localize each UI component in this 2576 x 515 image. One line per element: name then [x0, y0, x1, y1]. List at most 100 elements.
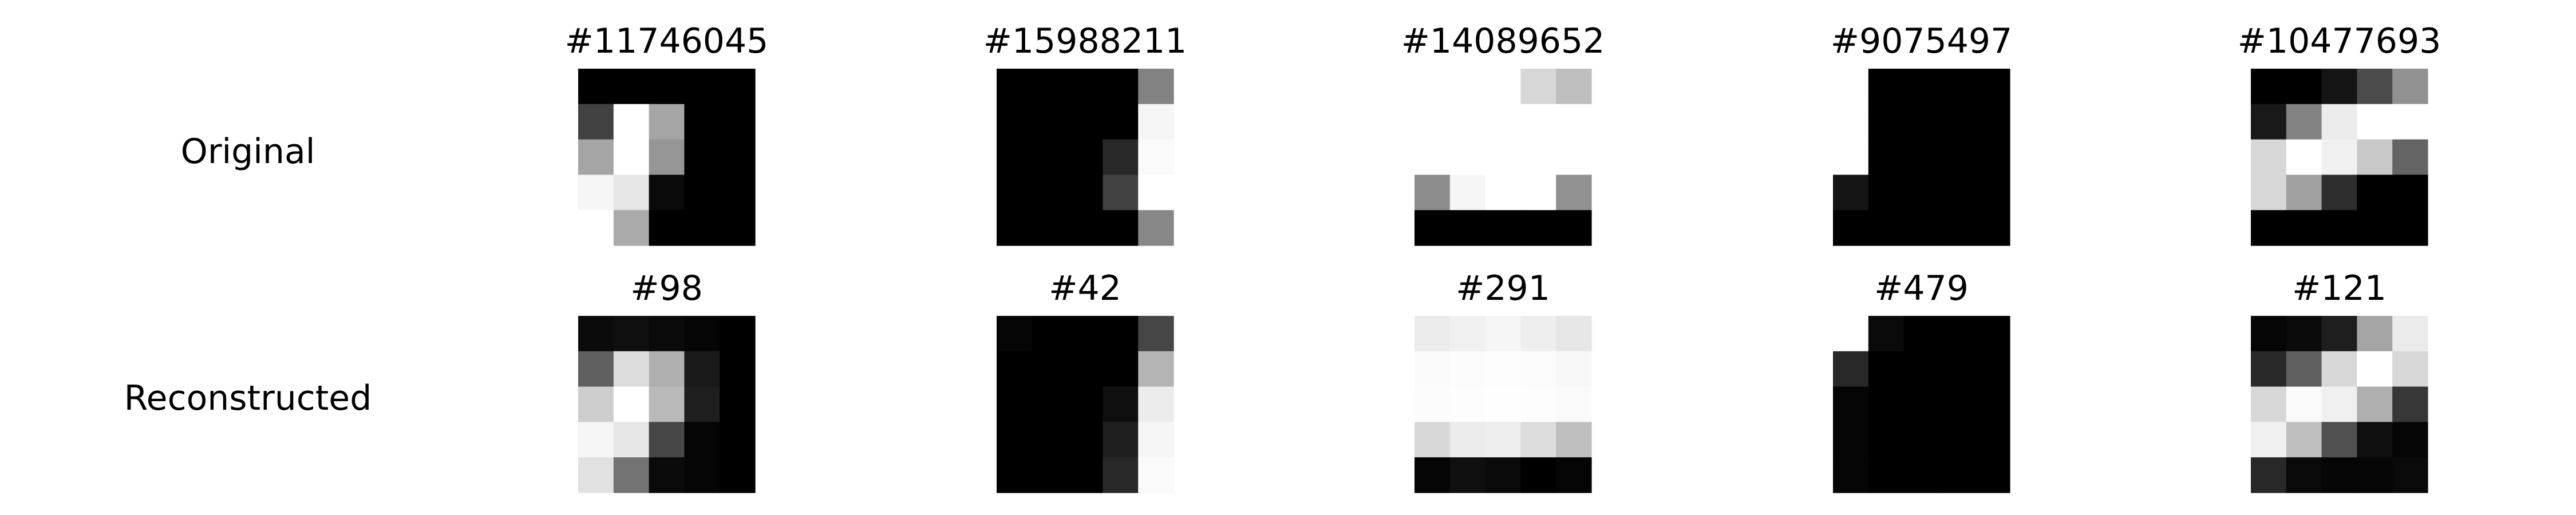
pixel-cell — [613, 386, 650, 422]
pixel-cell — [2392, 422, 2428, 458]
pixel-cell — [2251, 316, 2287, 352]
pixel-cell — [649, 351, 685, 387]
pixel-cell — [578, 69, 614, 105]
pixel-cell — [1974, 386, 2010, 422]
pixel-cell — [2251, 422, 2287, 458]
pixel-cell — [578, 422, 614, 458]
pixel-cell — [2357, 386, 2393, 422]
pixel-cell — [2392, 210, 2428, 246]
pixel-cell — [1556, 210, 1592, 246]
pixel-cell — [1868, 69, 1905, 105]
pixel-cell — [1833, 351, 1869, 387]
pixel-cell — [1974, 422, 2010, 458]
pixel-cell — [684, 139, 720, 175]
pixel-cell — [1138, 104, 1174, 140]
pixel-cell — [1449, 104, 1486, 140]
pixel-cell — [1974, 104, 2010, 140]
pixel-cell — [649, 316, 685, 352]
pixel-cell — [613, 351, 650, 387]
pixel-cell — [2251, 139, 2287, 175]
pixel-cell — [2357, 69, 2393, 105]
pixel-cell — [578, 104, 614, 140]
pixel-cell — [1974, 210, 2010, 246]
pixel-cell — [1032, 316, 1068, 352]
pixel-cell — [2286, 457, 2322, 493]
pixel-cell — [1449, 457, 1486, 493]
pixel-cell — [1556, 139, 1592, 175]
pixel-cell — [1939, 316, 1975, 352]
reconstructed-image-title: #479 — [1874, 268, 1969, 308]
pixel-cell — [1485, 104, 1521, 140]
pixel-cell — [720, 457, 756, 493]
pixel-cell — [2392, 351, 2428, 387]
pixel-cell — [2286, 104, 2322, 140]
pixel-cell — [1103, 69, 1139, 105]
pixel-cell — [1138, 422, 1174, 458]
original-image-panel — [997, 69, 1174, 246]
pixel-cell — [2251, 351, 2287, 387]
pixel-cell — [1833, 316, 1869, 352]
pixel-cell — [1974, 69, 2010, 105]
pixel-cell — [649, 175, 685, 211]
pixel-cell — [1520, 104, 1556, 140]
pixel-cell — [1939, 351, 1975, 387]
pixel-cell — [2251, 210, 2287, 246]
pixel-cell — [1067, 210, 1103, 246]
pixel-cell — [1868, 175, 1905, 211]
pixel-cell — [1138, 457, 1174, 493]
pixel-cell — [1449, 210, 1486, 246]
pixel-cell — [613, 422, 650, 458]
pixel-cell — [684, 386, 720, 422]
pixel-cell — [1415, 175, 1451, 211]
pixel-cell — [613, 69, 650, 105]
pixel-cell — [2357, 457, 2393, 493]
pixel-cell — [1520, 422, 1556, 458]
pixel-cell — [1868, 351, 1905, 387]
pixel-cell — [2286, 175, 2322, 211]
pixel-cell — [613, 139, 650, 175]
pixel-cell — [2321, 351, 2357, 387]
pixel-cell — [1833, 422, 1869, 458]
pixel-cell — [1868, 316, 1905, 352]
pixel-cell — [997, 351, 1033, 387]
pixel-cell — [1903, 104, 1939, 140]
pixel-cell — [1032, 104, 1068, 140]
pixel-cell — [1903, 175, 1939, 211]
pixel-cell — [2286, 69, 2322, 105]
pixel-cell — [720, 210, 756, 246]
pixel-cell — [684, 175, 720, 211]
pixel-cell — [720, 316, 756, 352]
pixel-cell — [2251, 457, 2287, 493]
pixel-cell — [1939, 422, 1975, 458]
pixel-cell — [1939, 175, 1975, 211]
pixel-cell — [1067, 104, 1103, 140]
pixel-cell — [649, 457, 685, 493]
pixel-cell — [1974, 457, 2010, 493]
pixel-cell — [997, 422, 1033, 458]
pixel-cell — [1556, 351, 1592, 387]
pixel-cell — [578, 351, 614, 387]
pixel-cell — [1485, 422, 1521, 458]
pixel-cell — [1520, 139, 1556, 175]
reconstructed-image-title: #121 — [2292, 268, 2387, 308]
pixel-cell — [649, 386, 685, 422]
reconstructed-image-panel — [578, 316, 756, 493]
image-panels: #11746045 #98 #15988211 #42 #14089652 #291 #90… — [565, 21, 2441, 493]
pixel-cell — [684, 422, 720, 458]
pixel-cell — [1868, 422, 1905, 458]
pixel-cell — [2321, 104, 2357, 140]
pixel-cell — [1103, 386, 1139, 422]
pixel-cell — [2357, 175, 2393, 211]
pixel-cell — [2392, 457, 2428, 493]
pixel-cell — [1903, 351, 1939, 387]
pixel-cell — [997, 210, 1033, 246]
pixel-cell — [997, 386, 1033, 422]
original-image-panel — [578, 69, 756, 246]
pixel-cell — [720, 139, 756, 175]
pixel-cell — [1067, 175, 1103, 211]
original-image-title: #9075497 — [1831, 21, 2013, 61]
pixel-cell — [1974, 175, 2010, 211]
pixel-cell — [1103, 351, 1139, 387]
pixel-cell — [997, 457, 1033, 493]
pixel-cell — [1974, 139, 2010, 175]
